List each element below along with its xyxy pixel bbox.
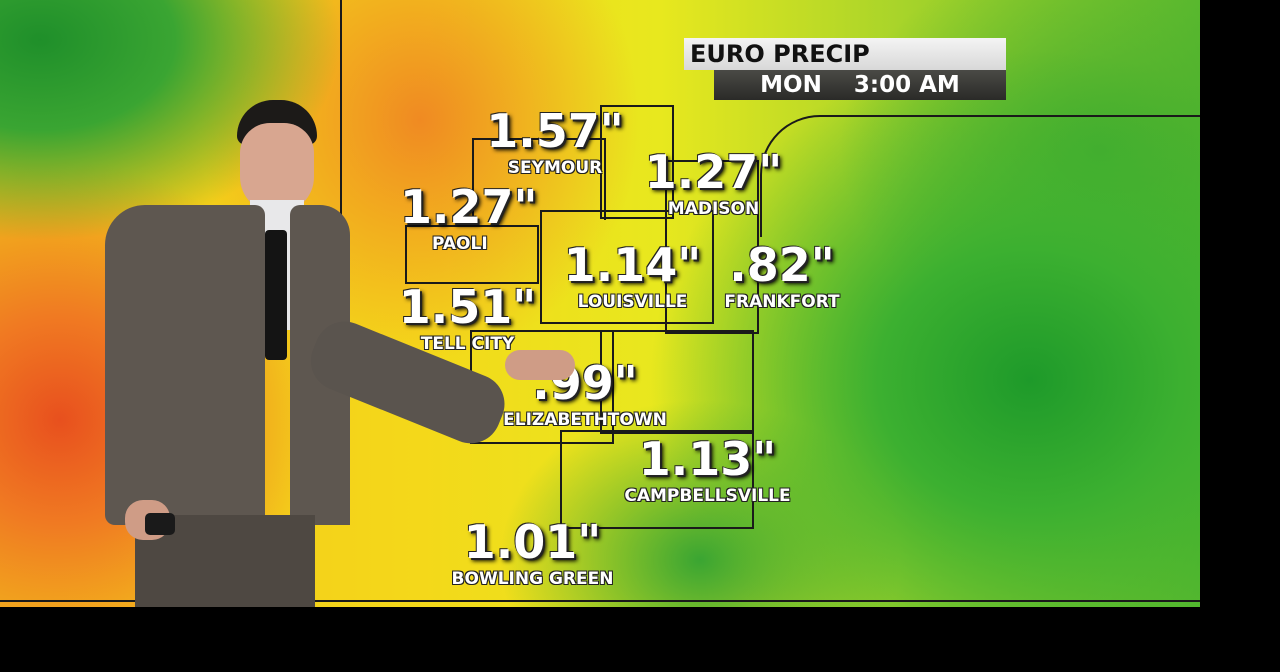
reading-city: LOUISVILLE xyxy=(577,292,688,312)
weather-presenter xyxy=(100,95,580,607)
precip-map: 1.57" SEYMOUR 1.27" MADISON 1.27" PAOLI 1.1… xyxy=(0,0,1200,607)
reading-bowling-green: 1.01" BOWLING GREEN xyxy=(435,515,630,589)
county-outline xyxy=(540,210,714,324)
graphic-timestamp: MON 3:00 AM xyxy=(714,70,1006,100)
reading-paoli: 1.27" PAOLI xyxy=(400,180,555,254)
county-outline xyxy=(405,225,539,284)
presenter-jacket-left xyxy=(105,205,265,525)
reading-value: 1.01" xyxy=(463,515,602,569)
state-border xyxy=(0,600,1200,602)
reading-city: FRANKFORT xyxy=(724,292,840,312)
reading-value: 1.14" xyxy=(563,238,702,292)
reading-tell-city: 1.51" TELL CITY xyxy=(395,280,540,354)
reading-city: ELIZABETHTOWN xyxy=(503,410,667,430)
presenter-tie xyxy=(265,230,287,360)
reading-value: 1.27" xyxy=(400,180,538,234)
reading-value: 1.51" xyxy=(398,280,537,334)
reading-city: BOWLING GREEN xyxy=(451,569,614,589)
graphic-title-box: EURO PRECIP MON 3:00 AM xyxy=(684,38,1006,100)
county-outline xyxy=(560,430,754,529)
presenter-face xyxy=(240,123,314,213)
presenter-hand xyxy=(505,350,575,380)
reading-value: 1.57" xyxy=(486,104,624,158)
county-outline xyxy=(600,105,674,219)
reading-city: TELL CITY xyxy=(420,334,515,354)
timestamp-day: MON xyxy=(760,72,822,98)
clicker-remote xyxy=(145,513,175,535)
graphic-title: EURO PRECIP xyxy=(684,38,1006,70)
state-border xyxy=(760,115,1200,237)
reading-value: 1.27" xyxy=(644,145,783,199)
reading-value: 1.13" xyxy=(638,432,777,486)
reading-city: SEYMOUR xyxy=(507,158,603,178)
reading-city: PAOLI xyxy=(432,234,488,254)
county-outline xyxy=(600,330,754,434)
reading-city: MADISON xyxy=(667,199,760,219)
county-outline xyxy=(665,160,759,334)
reading-value: .82" xyxy=(729,238,835,292)
state-border xyxy=(340,0,772,245)
reading-frankfort: .82" FRANKFORT xyxy=(712,238,852,312)
county-outline xyxy=(472,138,606,220)
reading-madison: 1.27" MADISON xyxy=(636,145,791,219)
reading-city: CAMPBELLSVILLE xyxy=(624,486,791,506)
reading-seymour: 1.57" SEYMOUR xyxy=(480,104,630,178)
reading-campbellsville: 1.13" CAMPBELLSVILLE xyxy=(610,432,805,506)
timestamp-time: 3:00 AM xyxy=(853,72,960,98)
reading-elizabethtown: .99" ELIZABETHTOWN xyxy=(490,356,680,430)
reading-louisville: 1.14" LOUISVILLE xyxy=(560,238,705,312)
